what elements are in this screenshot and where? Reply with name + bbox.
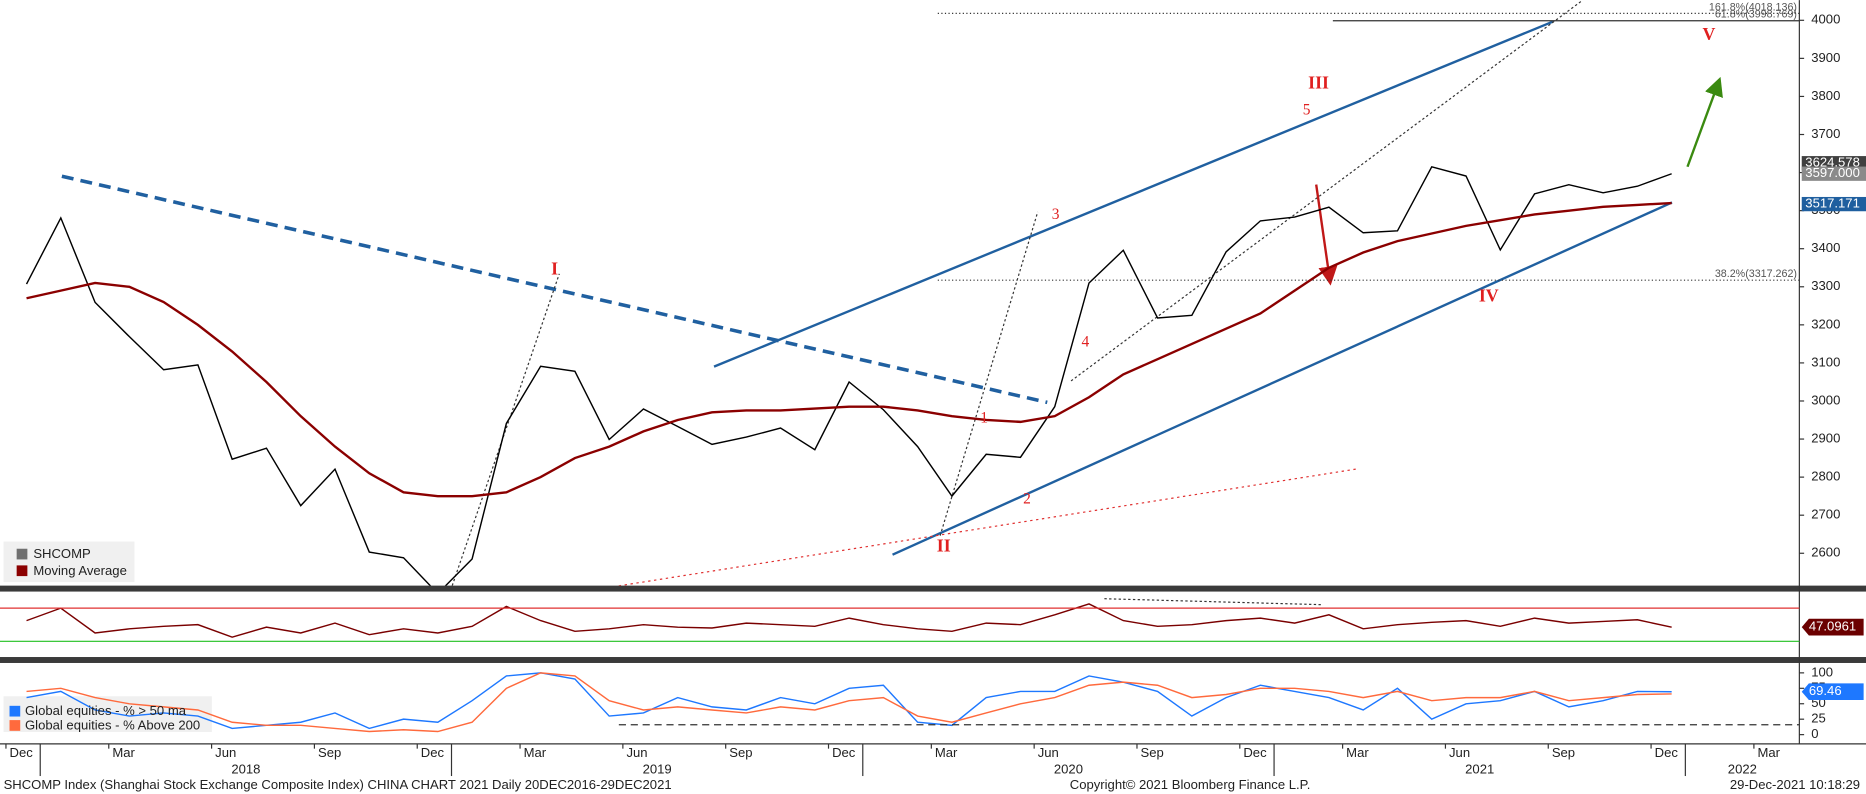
x-tick-label: Sep: [1552, 745, 1575, 760]
dotted-line: [451, 273, 560, 586]
y-tick-label: 25: [1811, 711, 1826, 726]
legend-swatch: [9, 720, 21, 731]
x-tick-label: Mar: [1757, 745, 1780, 760]
legend-label: SHCOMP: [33, 546, 91, 561]
fib-label: 161.8%(4018.136): [1709, 1, 1797, 13]
channel-line: [713, 20, 1554, 368]
legend-label: Moving Average: [33, 563, 127, 578]
plot-area: [25, 166, 1672, 586]
x-tick-label: Dec: [421, 745, 445, 760]
channel-line: [892, 201, 1673, 556]
support-line: [616, 468, 1357, 586]
wave-label: IV: [1479, 286, 1499, 306]
annotations: [61, 0, 1723, 586]
x-tick-label: Jun: [1449, 745, 1470, 760]
arrow: [1686, 76, 1723, 168]
footer-center: Copyright© 2021 Bloomberg Finance L.P.: [1070, 777, 1311, 792]
y-tick-label: 2800: [1811, 469, 1840, 484]
dotted-line: [1104, 598, 1321, 606]
wave-label: II: [937, 536, 951, 556]
y-tick-label: 3700: [1811, 126, 1840, 141]
year-label: 2022: [1728, 762, 1757, 777]
series-line: [26, 603, 1672, 638]
y-tick-label: 2900: [1811, 431, 1840, 446]
x-tick-label: Jun: [215, 745, 236, 760]
sub-wave-label: 4: [1081, 333, 1089, 350]
legend-swatch: [16, 565, 28, 577]
dotted-line: [939, 211, 1039, 536]
sub-wave-label: 2: [1023, 490, 1031, 507]
series-line: [26, 672, 1672, 730]
x-tick-label: Sep: [1141, 745, 1164, 760]
year-label: 2020: [1054, 762, 1083, 777]
x-tick-label: Dec: [832, 745, 856, 760]
y-tick-label: 3900: [1811, 50, 1840, 65]
panel-separator: [0, 585, 1866, 592]
y-tick-label: 2700: [1811, 507, 1840, 522]
year-label: 2018: [231, 762, 260, 777]
legend-label: Global equities - % Above 200: [25, 718, 200, 733]
x-tick-label: Dec: [1655, 745, 1679, 760]
x-tick-label: Mar: [524, 745, 547, 760]
series-line: [25, 166, 1672, 586]
year-label: 2021: [1465, 762, 1494, 777]
trend-line: [61, 174, 1048, 405]
year-label: 2019: [643, 762, 672, 777]
plot-area: [26, 603, 1672, 638]
wave-label: III: [1308, 73, 1329, 93]
y-tick-label: 3800: [1811, 88, 1840, 103]
y-tick-label: 3300: [1811, 278, 1840, 293]
sub-wave-label: 3: [1052, 206, 1060, 223]
x-tick-label: Mar: [112, 745, 135, 760]
last-value-label: 3517.171: [1805, 196, 1860, 211]
last-value-box: [1801, 196, 1866, 212]
fib-label: 38.2%(3317.262): [1715, 268, 1797, 280]
last-value-box: [1801, 618, 1864, 636]
legend-label: Global equities - % > 50 ma: [25, 703, 187, 718]
y-tick-label: 100: [1811, 664, 1833, 679]
x-tick-label: Sep: [318, 745, 341, 760]
x-tick-label: Jun: [626, 745, 647, 760]
panel-separator: [0, 657, 1866, 663]
x-tick-label: Mar: [935, 745, 958, 760]
y-tick-label: 3200: [1811, 316, 1840, 331]
x-tick-label: Jun: [1038, 745, 1059, 760]
x-tick-label: Mar: [1346, 745, 1369, 760]
footer-left: SHCOMP Index (Shanghai Stock Exchange Co…: [4, 777, 672, 792]
series-line: [26, 672, 1672, 733]
y-tick-label: 0: [1811, 726, 1818, 741]
sub-wave-label: 1: [980, 410, 988, 427]
x-tick-label: Sep: [729, 745, 752, 760]
wave-label: V: [1702, 24, 1715, 44]
plot-area: [26, 672, 1672, 733]
last-value-label: 69.46: [1809, 683, 1842, 698]
y-tick-label: 3400: [1811, 240, 1840, 255]
wave-label: I: [551, 258, 558, 278]
fib-label: 61.8%(3998.769): [1715, 9, 1797, 21]
x-tick-label: Dec: [1243, 745, 1267, 760]
last-value-box: [1801, 166, 1866, 181]
y-tick-label: 3100: [1811, 354, 1840, 369]
series-line: [26, 201, 1672, 498]
y-tick-label: 2600: [1811, 545, 1840, 560]
footer-right: 29-Dec-2021 10:18:29: [1730, 777, 1860, 792]
last-value-label: 47.0961: [1809, 619, 1856, 634]
last-value-label: 3597.000: [1805, 165, 1860, 180]
y-tick-label: 3000: [1811, 392, 1840, 407]
last-value-label: 3624.578: [1805, 155, 1860, 170]
legend-swatch: [9, 705, 21, 717]
legend-swatch: [16, 548, 28, 560]
sub-wave-label: 5: [1303, 101, 1311, 118]
last-value-box: [1801, 683, 1864, 701]
y-tick-label: 4000: [1811, 12, 1840, 27]
x-tick-label: Dec: [10, 745, 34, 760]
arrow: [1315, 184, 1338, 286]
dotted-line: [1070, 0, 1584, 382]
